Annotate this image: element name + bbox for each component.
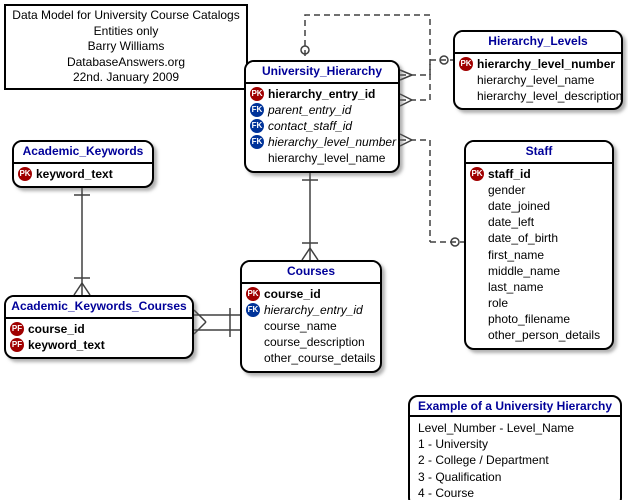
field-label: gender	[488, 182, 525, 198]
field-label: date_joined	[488, 198, 550, 214]
key-pk-icon: PK	[18, 167, 32, 181]
key-pk-icon: PK	[459, 57, 473, 71]
entity-courses: Courses PKcourse_idFKhierarchy_entry_idc…	[240, 260, 382, 373]
example-line: 3 - Qualification	[418, 469, 612, 485]
entity-field: PK keyword_text	[18, 166, 148, 182]
example-title: Example of a University Hierarchy	[410, 397, 620, 417]
field-label: hierarchy_level_number	[268, 134, 396, 150]
entity-field: PF course_id	[10, 321, 188, 337]
field-label: contact_staff_id	[268, 118, 352, 134]
entity-university-hierarchy: University_Hierarchy PK hierarchy_entry_i…	[244, 60, 400, 173]
field-label: staff_id	[488, 166, 531, 182]
field-label: hierarchy_entry_id	[268, 86, 375, 102]
entity-field: PF keyword_text	[10, 337, 188, 353]
entity-field: PK hierarchy_entry_id	[250, 86, 394, 102]
field-label: last_name	[488, 279, 543, 295]
entity-field: PK hierarchy_level_number	[459, 56, 617, 72]
entity-fields: PKhierarchy_level_numberhierarchy_level_…	[455, 54, 621, 109]
info-author: Barry Williams	[12, 39, 240, 55]
key-pf-icon: PF	[10, 322, 24, 336]
entity-academic-keywords: Academic_Keywords PK keyword_text	[12, 140, 154, 188]
field-label: course_name	[264, 318, 337, 334]
field-label: course_id	[28, 321, 85, 337]
entity-field: gender	[470, 182, 608, 198]
entity-field: hierarchy_level_name	[459, 72, 617, 88]
entity-title: Courses	[242, 262, 380, 284]
entity-field: role	[470, 295, 608, 311]
entity-field: course_description	[246, 334, 376, 350]
field-label: hierarchy_level_number	[477, 56, 615, 72]
entity-field: photo_filename	[470, 311, 608, 327]
entity-field: hierarchy_level_description	[459, 88, 617, 104]
key-pk-icon: PK	[470, 167, 484, 181]
info-title1: Data Model for University Course Catalog…	[12, 8, 240, 24]
key-pk-icon: PK	[246, 287, 260, 301]
info-source: DatabaseAnswers.org	[12, 55, 240, 71]
entity-hierarchy-levels: Hierarchy_Levels PK hierarchy_level_numbe…	[453, 30, 623, 110]
diagram-canvas: { "meta": { "title_line1": "Data Model f…	[0, 0, 628, 500]
field-label: first_name	[488, 247, 544, 263]
entity-fields: PK course_id FK hierarchy_entry_idcourse_na…	[242, 284, 380, 371]
entity-fields: PK hierarchy_entry_id FK parent_entry_id FK c…	[246, 84, 398, 171]
key-fk-icon: FK	[250, 103, 264, 117]
info-title2: Entities only	[12, 24, 240, 40]
key-fk-icon: FK	[250, 119, 264, 133]
entity-title: Hierarchy_Levels	[455, 32, 621, 54]
field-label: course_description	[264, 334, 365, 350]
field-label: keyword_text	[36, 166, 113, 182]
entity-field: FK contact_staff_id	[250, 118, 394, 134]
example-line: Level_Number - Level_Name	[418, 420, 612, 436]
diagram-info-box: Data Model for University Course Catalog…	[4, 4, 248, 90]
entity-title: Academic_Keywords	[14, 142, 152, 164]
field-label: parent_entry_id	[268, 102, 351, 118]
field-label: hierarchy_level_description	[477, 88, 622, 104]
entity-field: FK parent_entry_id	[250, 102, 394, 118]
entity-fields: PK staff_idgenderdate_joineddate_leftdate…	[466, 164, 612, 348]
key-fk-icon: FK	[250, 135, 264, 149]
example-line: 1 - University	[418, 436, 612, 452]
entity-field: PK course_id	[246, 286, 376, 302]
entity-field: date_of_birth	[470, 230, 608, 246]
field-label: date_of_birth	[488, 230, 558, 246]
entity-field: first_name	[470, 247, 608, 263]
key-fk-icon: FK	[246, 303, 260, 317]
example-box: Example of a University Hierarchy Level_…	[408, 395, 622, 500]
entity-field: course_name	[246, 318, 376, 334]
example-body: Level_Number - Level_Name1 - University2…	[410, 417, 620, 500]
entity-fields: PF course_id PF keyword_text	[6, 319, 192, 357]
field-label: date_left	[488, 214, 534, 230]
entity-field: date_joined	[470, 198, 608, 214]
field-label: keyword_text	[28, 337, 105, 353]
field-label: other_course_details	[264, 350, 375, 366]
field-label: role	[488, 295, 508, 311]
entity-field: FK hierarchy_entry_id	[246, 302, 376, 318]
entity-field: other_person_details	[470, 327, 608, 343]
entity-title: Staff	[466, 142, 612, 164]
field-label: middle_name	[488, 263, 560, 279]
entity-title: University_Hierarchy	[246, 62, 398, 84]
example-line: 2 - College / Department	[418, 452, 612, 468]
entity-staff: Staff PK staff_idgenderdate_joineddate_le…	[464, 140, 614, 350]
entity-fields: PK keyword_text	[14, 164, 152, 186]
field-label: photo_filename	[488, 311, 570, 327]
field-label: hierarchy_entry_id	[264, 302, 363, 318]
entity-field: other_course_details	[246, 350, 376, 366]
key-pk-icon: PK	[250, 87, 264, 101]
entity-field: middle_name	[470, 263, 608, 279]
entity-academic-keywords-courses: Academic_Keywords_Courses PF course_id PF k…	[4, 295, 194, 359]
field-label: hierarchy_level_name	[477, 72, 594, 88]
field-label: course_id	[264, 286, 321, 302]
entity-field: FK hierarchy_level_number	[250, 134, 394, 150]
entity-field: date_left	[470, 214, 608, 230]
field-label: other_person_details	[488, 327, 600, 343]
entity-field: hierarchy_level_name	[250, 150, 394, 166]
entity-field: PK staff_id	[470, 166, 608, 182]
example-line: 4 - Course	[418, 485, 612, 500]
field-label: hierarchy_level_name	[268, 150, 385, 166]
info-date: 22nd. January 2009	[12, 70, 240, 86]
entity-field: last_name	[470, 279, 608, 295]
key-pf-icon: PF	[10, 338, 24, 352]
entity-title: Academic_Keywords_Courses	[6, 297, 192, 319]
